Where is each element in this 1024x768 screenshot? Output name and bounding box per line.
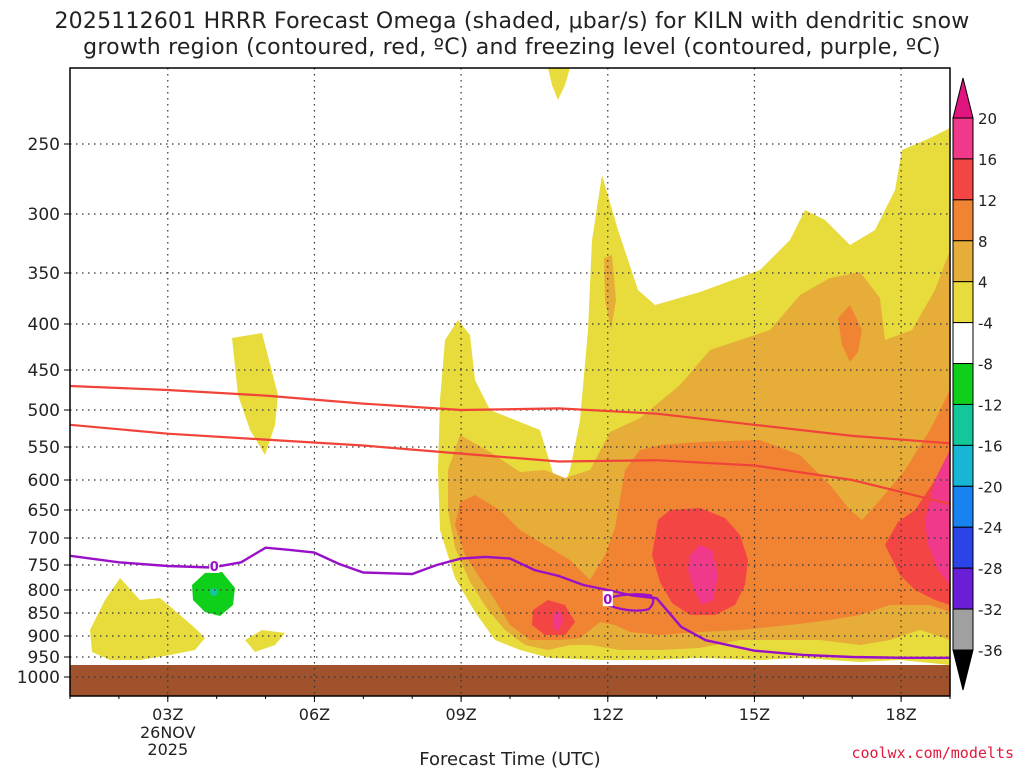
colorbar-label-10: -24 (978, 519, 1003, 537)
omega-region-12-upper (838, 305, 862, 362)
colorbar-label-1: 16 (978, 151, 997, 169)
colorbar-label-7: -12 (978, 396, 1003, 414)
chart-title-line-1: 2025112601 HRRR Forecast Omega (shaded, … (54, 9, 970, 34)
colorbar-label-11: -28 (978, 560, 1003, 578)
y-tick-label-700: 700 (28, 529, 60, 549)
omega-region-4-top (548, 68, 570, 100)
colorbar-swatch-1 (952, 158, 974, 201)
colorbar-label-6: -8 (978, 356, 993, 374)
omega-region-neg8 (210, 588, 218, 596)
y-tick-label-750: 750 (28, 556, 60, 576)
freezing-level-label-1: 0 (603, 593, 612, 608)
omega-region-8-sliver (604, 255, 616, 330)
y-tick-label-950: 950 (28, 648, 60, 668)
freezing-label-bg-0 (209, 558, 220, 573)
y-tick-label-900: 900 (28, 627, 60, 647)
colorbar-swatch-2 (952, 199, 974, 242)
colorbar: 20 16 12 8 4 -4 -8 -12 -16 -20 -24 -28 -32 -36 (952, 77, 1003, 691)
dgz-contour-1 (70, 384, 950, 445)
contours: 00 (70, 384, 950, 659)
colorbar-top-arrow (952, 77, 974, 119)
omega-region-20-east (925, 450, 950, 585)
colorbar-swatch-5 (952, 322, 974, 365)
colorbar-swatch-3 (952, 240, 974, 283)
colorbar-swatch-11 (952, 567, 974, 610)
colorbar-swatch-9 (952, 485, 974, 528)
colorbar-label-12: -32 (978, 601, 1003, 619)
y-tick-label-600: 600 (28, 471, 60, 491)
y-tick-label-850: 850 (28, 604, 60, 624)
x-tick-label-15Z: 15Z (739, 705, 770, 724)
freezing-level-loop (605, 593, 655, 612)
chart-title-line-2: growth region (contoured, red, ºC) and f… (83, 35, 941, 60)
colorbar-label-4: 4 (978, 274, 988, 292)
y-tick-label-500: 500 (28, 401, 60, 421)
y-tick-label-550: 550 (28, 438, 60, 458)
y-tick-label-300: 300 (28, 205, 60, 225)
colorbar-swatch-8 (952, 444, 974, 487)
colorbar-label-3: 8 (978, 233, 988, 251)
credit-text: coolwx.com/modelts (851, 744, 1014, 762)
y-tick-label-400: 400 (28, 315, 60, 335)
y-tick-label-250: 250 (28, 135, 60, 155)
y-tick-label-650: 650 (28, 501, 60, 521)
x-axis-label: Forecast Time (UTC) (419, 749, 600, 768)
x-tick-sublabel-26NOV: 26NOV (140, 723, 196, 742)
colorbar-swatch-7 (952, 403, 974, 446)
colorbar-swatch-0 (952, 117, 974, 160)
omega-region-20-main (688, 545, 718, 605)
colorbar-bottom-arrow (952, 649, 974, 691)
colorbar-label-5: -4 (978, 315, 993, 333)
omega-shading (70, 68, 950, 696)
y-tick-label-1000: 1000 (17, 668, 60, 688)
grid (70, 68, 950, 696)
colorbar-swatch-gray (952, 608, 974, 651)
colorbar-swatch-4 (952, 281, 974, 324)
freezing-label-bg-1 (602, 591, 613, 607)
colorbar-swatch-6 (952, 363, 974, 405)
dgz-contour-2 (70, 423, 950, 506)
x-tick-label-12Z: 12Z (592, 705, 623, 724)
omega-region-4-morning (90, 578, 205, 660)
colorbar-label-13: -36 (978, 642, 1003, 660)
y-tick-label-450: 450 (28, 361, 60, 381)
x-tick-label-09Z: 09Z (445, 705, 476, 724)
colorbar-label-8: -16 (978, 437, 1003, 455)
freezing-level-label-0: 0 (210, 560, 219, 575)
y-tick-label-350: 350 (28, 264, 60, 284)
omega-region-20-small (553, 610, 563, 632)
colorbar-label-0: 20 (978, 110, 997, 128)
colorbar-label-9: -20 (978, 478, 1003, 496)
y-axis: 250 300 350 400 450 500 550 600 650 700 750 800 850 9… (17, 135, 70, 688)
x-tick-label-18Z: 18Z (885, 705, 916, 724)
x-tick-label-06Z: 06Z (299, 705, 330, 724)
colorbar-label-2: 12 (978, 192, 997, 210)
freezing-level-contour (70, 546, 950, 659)
y-tick-label-800: 800 (28, 581, 60, 601)
colorbar-swatch-10 (952, 526, 974, 569)
x-tick-label-03Z: 03Z (152, 705, 183, 724)
x-tick-sublabel-2025: 2025 (147, 740, 188, 759)
terrain-band (70, 665, 950, 696)
